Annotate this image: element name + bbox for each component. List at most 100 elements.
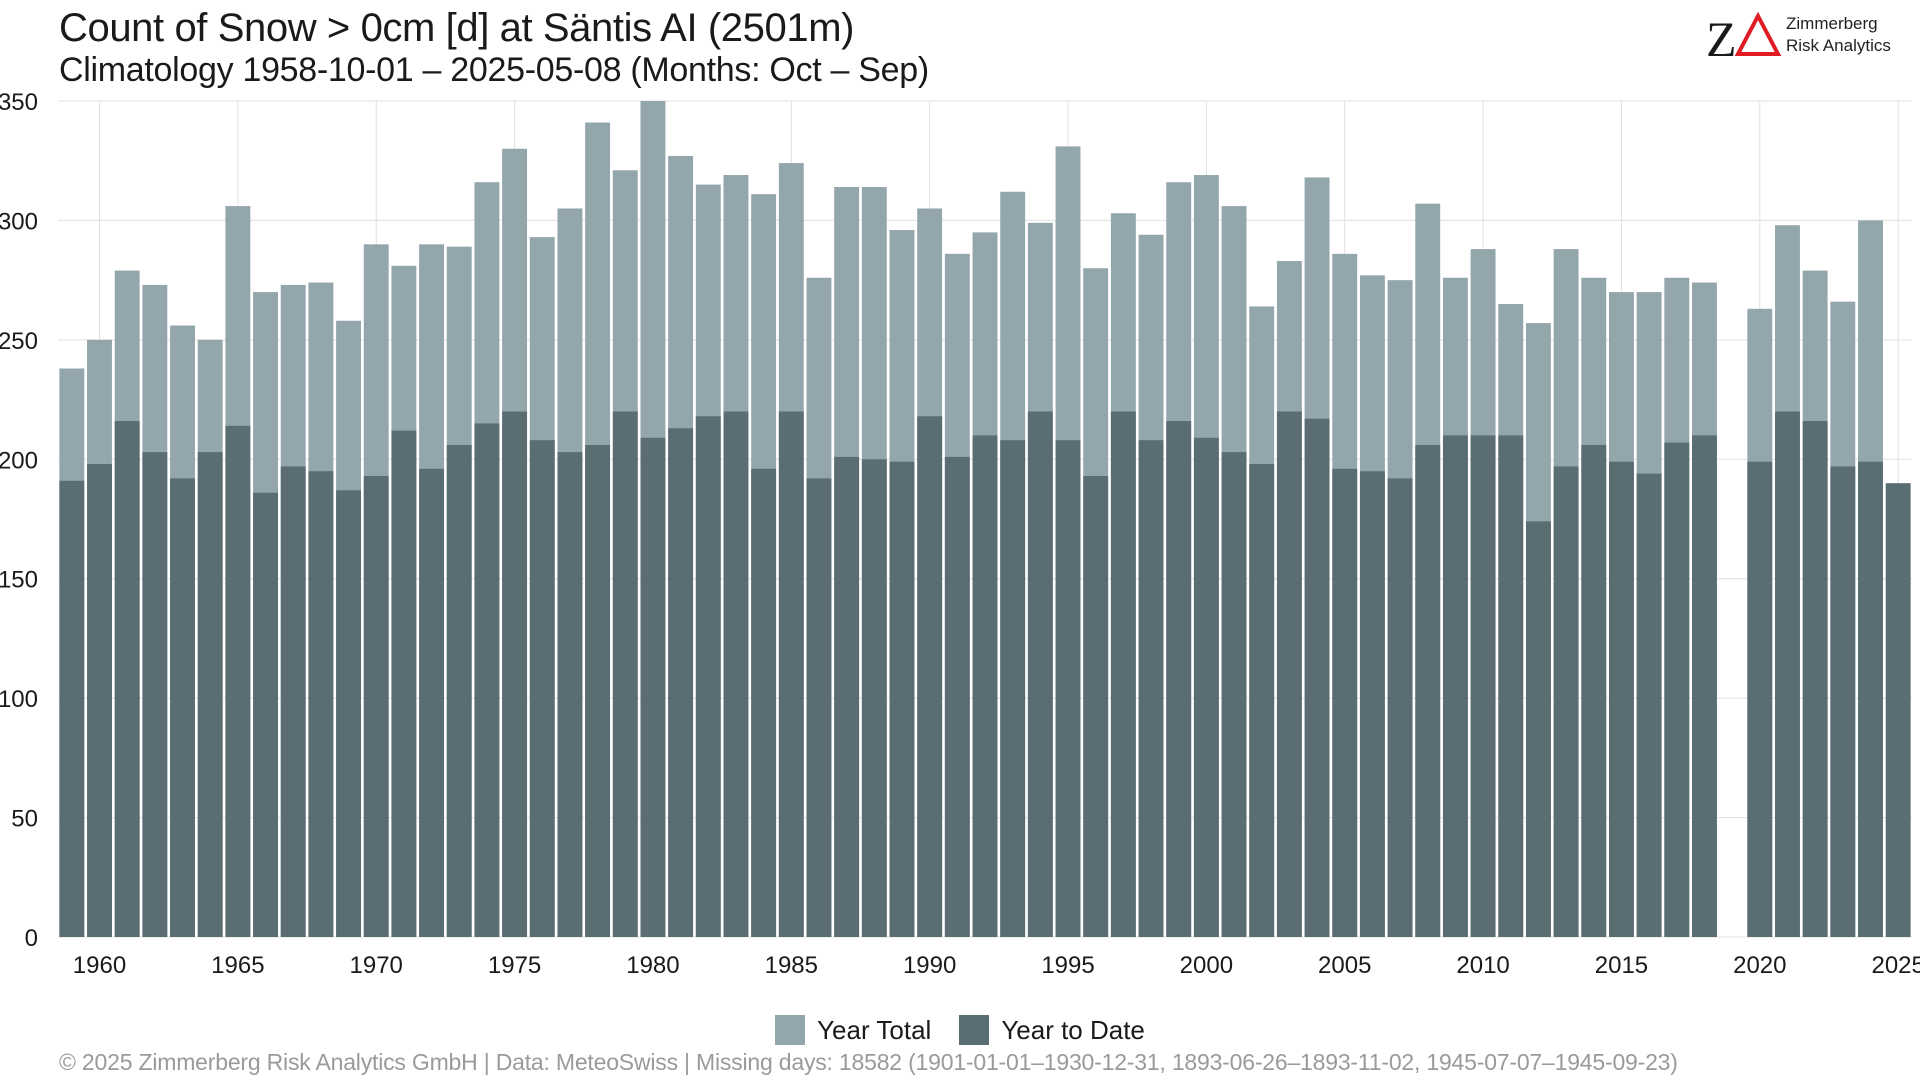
- bar-year-to-date: [1276, 411, 1302, 937]
- bar-year-to-date: [1885, 483, 1911, 937]
- legend-label-year-total: Year Total: [817, 1014, 932, 1045]
- bar-year-to-date: [834, 456, 860, 937]
- bar-year-to-date: [1608, 461, 1634, 937]
- logo-text-line-2: Risk Analytics: [1786, 36, 1891, 55]
- bar-year-to-date: [723, 411, 749, 937]
- x-tick-label: 2005: [1318, 952, 1371, 979]
- bar-year-to-date: [1332, 468, 1358, 937]
- chart-subtitle: Climatology 1958-10-01 – 2025-05-08 (Mon…: [59, 51, 929, 89]
- x-tick-label: 2000: [1180, 952, 1233, 979]
- bar-year-to-date: [1359, 471, 1385, 937]
- bar-year-to-date: [1249, 464, 1275, 937]
- bar-year-to-date: [1636, 473, 1662, 937]
- bar-year-to-date: [1553, 466, 1579, 937]
- bar-year-to-date: [889, 461, 915, 937]
- bar-year-to-date: [253, 492, 278, 937]
- legend-label-year-to-date: Year to Date: [1001, 1014, 1145, 1045]
- bar-year-to-date: [778, 411, 804, 937]
- legend-swatch-year-to-date: [959, 1015, 990, 1045]
- x-tick-label: 2015: [1595, 952, 1648, 979]
- bar-year-to-date: [1581, 444, 1607, 937]
- y-tick-label: 350: [0, 89, 38, 116]
- bar-year-to-date: [861, 459, 887, 937]
- bar-year-to-date: [197, 452, 223, 937]
- bar-year-to-date: [612, 411, 638, 937]
- bar-year-to-date: [1775, 411, 1800, 937]
- bar-year-to-date: [280, 466, 306, 937]
- bar-year-to-date: [446, 444, 472, 937]
- bar-year-to-date: [1387, 478, 1413, 937]
- bar-year-to-date: [806, 478, 832, 937]
- bar-year-to-date: [944, 456, 970, 937]
- bar-year-to-date: [391, 430, 417, 937]
- y-tick-label: 150: [0, 567, 38, 594]
- x-tick-label: 2020: [1733, 952, 1786, 979]
- bar-year-to-date: [87, 464, 112, 937]
- bar-year-to-date: [1802, 421, 1828, 937]
- bar-year-to-date: [363, 476, 389, 937]
- bar-year-to-date: [1055, 440, 1081, 937]
- bar-year-to-date: [59, 480, 85, 937]
- bar-year-to-date: [114, 421, 140, 937]
- y-tick-label: 200: [0, 447, 38, 474]
- chart-title: Count of Snow > 0cm [d] at Säntis AI (25…: [59, 6, 855, 50]
- bars-year-to-date: [59, 411, 1911, 937]
- bar-year-to-date: [1415, 444, 1441, 937]
- bar-year-to-date: [336, 490, 362, 937]
- legend-swatch-year-total: [775, 1015, 806, 1045]
- bar-year-to-date: [1498, 435, 1524, 937]
- x-tick-label: 1970: [350, 952, 403, 979]
- bar-year-to-date: [640, 437, 666, 937]
- y-tick-label: 300: [0, 208, 38, 235]
- bar-year-to-date: [474, 423, 500, 937]
- bar-year-to-date: [502, 411, 528, 937]
- bar-year-to-date: [585, 444, 611, 937]
- bar-year-to-date: [1664, 442, 1690, 937]
- bar-year-to-date: [751, 468, 777, 937]
- bar-year-to-date: [1692, 435, 1717, 937]
- bar-year-to-date: [1470, 435, 1496, 937]
- x-tick-label: 1990: [903, 952, 956, 979]
- bar-year-to-date: [1304, 418, 1330, 937]
- legend-item-year-total: Year Total: [775, 1015, 931, 1046]
- bar-year-to-date: [1525, 521, 1551, 937]
- bar-year-to-date: [225, 425, 251, 937]
- x-tick-label: 1960: [73, 952, 126, 979]
- bar-year-to-date: [1193, 437, 1219, 937]
- x-tick-label: 1965: [211, 952, 264, 979]
- logo: Z Zimmerberg Risk Analytics: [1706, 8, 1906, 68]
- bar-year-to-date: [1110, 411, 1136, 937]
- y-tick-label: 50: [11, 806, 38, 833]
- svg-text:Z: Z: [1706, 11, 1737, 67]
- bar-year-to-date: [1083, 476, 1109, 937]
- logo-text-line-1: Zimmerberg: [1786, 14, 1878, 33]
- y-tick-label: 100: [0, 686, 38, 713]
- bar-year-to-date: [557, 452, 583, 937]
- legend-item-year-to-date: Year to Date: [959, 1015, 1145, 1046]
- x-tick-label: 2010: [1456, 952, 1509, 979]
- bar-year-to-date: [1027, 411, 1053, 937]
- bar-year-to-date: [695, 416, 721, 937]
- bar-year-to-date: [170, 478, 195, 937]
- bar-year-to-date: [1858, 461, 1883, 937]
- y-axis-ticks: 0 50 100 150 200 250 300 350: [0, 89, 38, 952]
- bar-year-to-date: [1221, 452, 1247, 937]
- bar-year-to-date: [668, 428, 694, 937]
- x-tick-label: 1995: [1041, 952, 1094, 979]
- bar-year-to-date: [1830, 466, 1856, 937]
- x-axis-ticks: 1960 1965 1970 1975 1980 1985 1990 1995 2000 2005…: [73, 952, 1920, 979]
- x-tick-label: 1985: [765, 952, 818, 979]
- bar-year-to-date: [308, 471, 334, 937]
- bar-year-to-date: [1138, 440, 1164, 937]
- bar-year-to-date: [1000, 440, 1026, 937]
- footer-credit: © 2025 Zimmerberg Risk Analytics GmbH | …: [59, 1049, 1678, 1075]
- bar-year-to-date: [972, 435, 998, 937]
- x-tick-label: 1975: [488, 952, 541, 979]
- bar-year-to-date: [142, 452, 168, 937]
- bar-year-to-date: [917, 416, 943, 937]
- bar-year-to-date: [529, 440, 555, 937]
- legend: Year Total Year to Date: [0, 1012, 1920, 1048]
- bar-year-to-date: [1747, 461, 1773, 937]
